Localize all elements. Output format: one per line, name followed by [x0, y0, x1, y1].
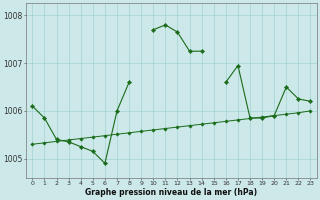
X-axis label: Graphe pression niveau de la mer (hPa): Graphe pression niveau de la mer (hPa) [85, 188, 258, 197]
